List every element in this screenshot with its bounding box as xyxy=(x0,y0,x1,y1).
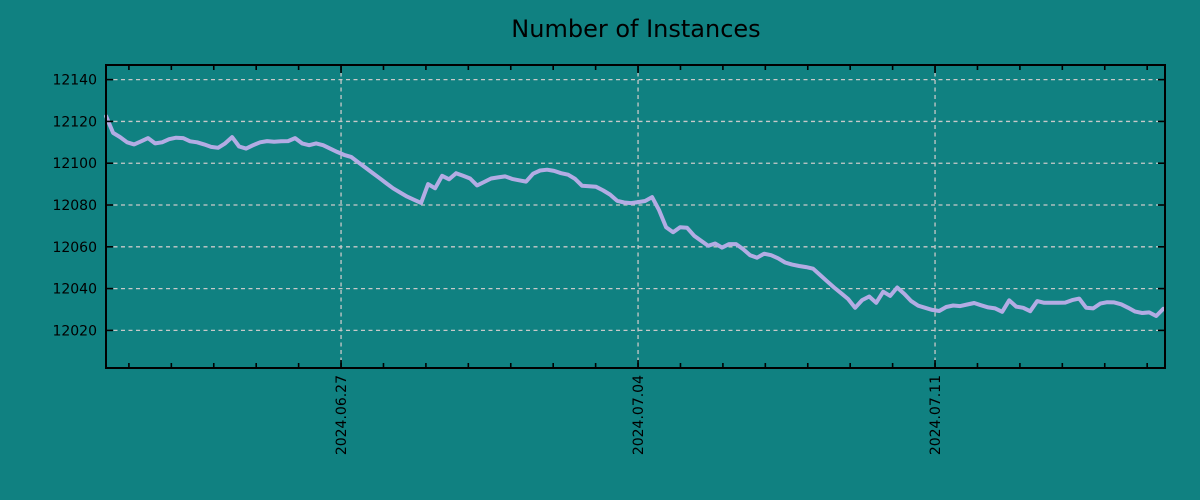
y-tick-label: 12120 xyxy=(52,114,97,130)
x-tick-label: 2024.06.27 xyxy=(334,375,350,455)
y-tick-label: 12040 xyxy=(52,282,97,298)
chart-title: Number of Instances xyxy=(511,15,760,43)
grid-layer xyxy=(106,65,1165,368)
y-tick-label: 12100 xyxy=(52,156,97,172)
series-layer xyxy=(104,114,1166,318)
y-tick-label: 12080 xyxy=(52,198,97,214)
x-tick-label: 2024.07.11 xyxy=(928,375,944,455)
label-layer: 12020 12040 12060 12080 12100 12120 12140 2024.… xyxy=(52,73,944,456)
axis-layer xyxy=(105,64,1166,369)
y-tick-label: 12140 xyxy=(52,73,97,89)
series-line-instances xyxy=(104,114,1166,318)
y-tick-label: 12020 xyxy=(52,323,97,339)
y-tick-label: 12060 xyxy=(52,240,97,256)
plot-border xyxy=(105,64,1166,369)
x-tick-label: 2024.07.04 xyxy=(631,375,647,455)
